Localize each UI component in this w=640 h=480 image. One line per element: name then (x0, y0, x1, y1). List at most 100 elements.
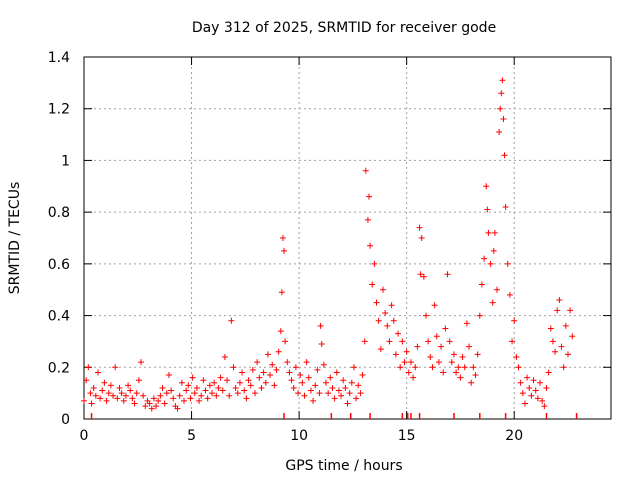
data-point (262, 379, 269, 386)
data-point (239, 369, 246, 376)
data-point (135, 377, 142, 384)
data-point (474, 351, 481, 358)
data-point (490, 247, 497, 254)
data-point (506, 291, 513, 298)
data-point (331, 395, 338, 402)
data-point (532, 387, 539, 394)
data-point (390, 317, 397, 324)
data-point (178, 379, 185, 386)
data-point (564, 351, 571, 358)
data-point (189, 374, 196, 381)
data-point (556, 297, 563, 304)
data-point (88, 400, 95, 407)
data-point (515, 364, 522, 371)
data-point (384, 322, 391, 329)
data-point (567, 307, 574, 314)
data-point (170, 395, 177, 402)
data-point (290, 384, 297, 391)
data-point (431, 302, 438, 309)
data-point (418, 235, 425, 241)
data-point (247, 382, 254, 389)
data-point (357, 390, 364, 397)
data-point (155, 397, 162, 404)
data-point (485, 229, 492, 236)
data-point (224, 377, 231, 384)
data-point (269, 361, 276, 368)
data-point (219, 387, 226, 394)
data-point (327, 374, 334, 381)
data-point (346, 390, 353, 397)
data-point (101, 379, 108, 386)
data-point (344, 400, 351, 407)
data-point (90, 384, 97, 391)
data-point (320, 361, 327, 368)
data-point (455, 364, 462, 371)
data-point (450, 351, 457, 358)
data-point (150, 395, 157, 402)
data-point (342, 384, 349, 391)
data-point (243, 395, 250, 402)
data-point (468, 379, 475, 386)
data-point (478, 281, 485, 288)
data-point (292, 364, 299, 371)
data-point (466, 343, 473, 350)
missing-data-markers (90, 413, 578, 419)
data-point (407, 359, 414, 366)
data-point (416, 224, 423, 231)
data-point (107, 382, 114, 389)
data-point (401, 359, 408, 366)
data-point (99, 387, 106, 394)
data-point (174, 405, 181, 412)
data-point (314, 366, 321, 373)
data-point (206, 382, 213, 389)
data-point (125, 382, 132, 389)
data-point (448, 359, 455, 366)
data-point (281, 247, 288, 254)
data-point (282, 338, 289, 345)
data-point (116, 384, 123, 391)
data-point (395, 330, 402, 337)
data-point (230, 364, 237, 371)
x-tick-label: 10 (290, 428, 308, 444)
data-point (496, 128, 503, 135)
data-point (414, 343, 421, 350)
data-point (127, 387, 134, 394)
data-point (249, 366, 256, 373)
data-point (534, 395, 541, 402)
data-point (489, 299, 496, 306)
data-series (81, 77, 576, 412)
data-point (350, 364, 357, 371)
data-point (410, 374, 417, 381)
data-point (275, 348, 282, 355)
data-point (165, 372, 172, 379)
data-point (148, 405, 155, 412)
data-point (252, 390, 259, 397)
data-point (369, 281, 376, 288)
data-point (305, 374, 312, 381)
data-point (288, 377, 295, 384)
data-point (417, 271, 424, 278)
data-point (271, 382, 278, 389)
data-point (547, 325, 554, 332)
data-point (303, 359, 310, 366)
data-point (85, 364, 92, 371)
data-point (163, 390, 170, 397)
data-point (258, 384, 265, 391)
data-point (403, 348, 410, 355)
data-point (217, 374, 224, 381)
data-point (353, 395, 360, 402)
data-point (221, 353, 228, 360)
x-tick-label: 5 (187, 428, 196, 444)
data-point (94, 369, 101, 376)
data-point (299, 379, 306, 386)
data-point (444, 271, 451, 278)
data-point (537, 379, 544, 386)
data-point (168, 387, 175, 394)
data-point (161, 400, 168, 407)
data-point (159, 384, 166, 391)
data-point (307, 387, 314, 394)
data-point (335, 387, 342, 394)
data-point (325, 390, 332, 397)
data-point (122, 392, 129, 399)
data-point (316, 390, 323, 397)
